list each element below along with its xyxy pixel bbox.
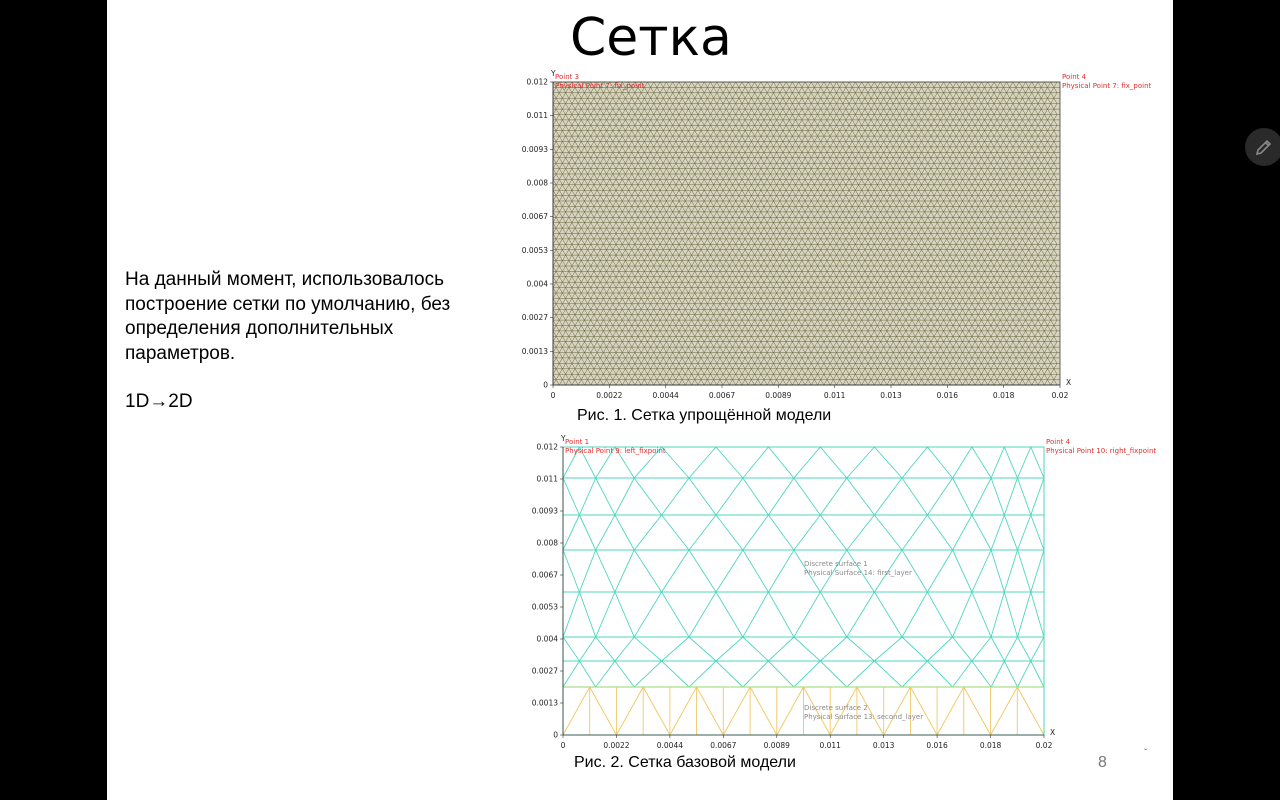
fig2-y-tick-label: 0.0067: [532, 571, 558, 580]
fig1-point-left-physical: Physical Point 7: fix_point: [555, 82, 645, 90]
fig2-y-tick-label: 0.008: [537, 539, 559, 548]
body-line-4: параметров.: [125, 342, 236, 364]
fig1-y-tick-label: 0.004: [527, 280, 549, 289]
fig1-y-tick-label: 0.0093: [522, 145, 548, 154]
fig2-x-tick-label: 0.0022: [603, 741, 629, 750]
fig2-y-tick-label: 0.0053: [532, 603, 558, 612]
fig1-point-right-label: Point 4: [1062, 73, 1087, 81]
fig2-x-tick-label: 0.011: [819, 741, 841, 750]
pen-tool-button[interactable]: [1245, 128, 1280, 166]
fig1-y-axis-title: Y: [550, 69, 556, 78]
slide-title: Сетка: [570, 8, 732, 68]
body-dimension-note: 1D→2D: [125, 391, 193, 412]
fig1-x-tick-label: 0.016: [937, 391, 959, 400]
slide-body-text: На данный момент, использовалось построе…: [125, 268, 505, 415]
page-number: 8: [1098, 754, 1107, 771]
fig2-x-tick-label: 0.016: [926, 741, 948, 750]
fig2-x-tick-label: 0.013: [873, 741, 895, 750]
fig2-point-right-physical: Physical Point 10: right_fixpoint: [1046, 447, 1156, 455]
fig2-point-right-label: Point 4: [1046, 438, 1071, 446]
fig2-y-axis-title: Y: [560, 434, 566, 443]
fig1-y-tick-label: 0: [543, 381, 548, 390]
fig2-surface1-label: Discrete surface 1: [804, 560, 868, 568]
fig2-x-tick-label: 0.0089: [764, 741, 790, 750]
pen-icon: [1255, 139, 1272, 156]
fig1-x-tick-label: 0.018: [993, 391, 1015, 400]
fig2-surface2-physical: Physical Surface 13: second_layer: [804, 713, 923, 721]
fig1-y-tick-label: 0.0067: [522, 212, 548, 221]
fig1-x-tick-label: 0.0022: [596, 391, 622, 400]
fig1-y-tick-label: 0.0027: [522, 313, 548, 322]
fig1-y-tick-label: 0.0053: [522, 246, 548, 255]
fig1-x-tick-label: 0.013: [880, 391, 902, 400]
fig2-y-tick-label: 0.012: [537, 443, 559, 452]
fig1-x-tick-label: 0: [551, 391, 556, 400]
fig1-y-tick-label: 0.0013: [522, 347, 548, 356]
fig2-x-tick-label: 0.0067: [710, 741, 736, 750]
fig1-x-axis-title: X: [1066, 378, 1071, 387]
fig2-y-tick-label: 0.011: [537, 475, 559, 484]
fig1-point-right-physical: Physical Point 7: fix_point: [1062, 82, 1152, 90]
fig2-x-tick-label: 0.0044: [657, 741, 683, 750]
fig2-x-tick-label: 0.018: [980, 741, 1002, 750]
fig1-y-tick-label: 0.012: [527, 78, 549, 87]
fig1-y-tick-label: 0.011: [527, 111, 549, 120]
body-line-3: определения дополнительных: [125, 318, 394, 339]
fig2-x-tick-label: 0.02: [1036, 741, 1053, 750]
corner-mark: ˇ: [1144, 748, 1148, 759]
figure-2-caption: Рис. 2. Сетка базовой модели: [574, 754, 796, 771]
fig2-y-tick-label: 0.0013: [532, 699, 558, 708]
fig2-x-axis-title: X: [1050, 728, 1055, 737]
figure-1-caption: Рис. 1. Сетка упрощённой модели: [577, 407, 832, 424]
body-line-1: На данный момент, использовалось: [125, 269, 444, 290]
fig2-surface1-physical: Physical Surface 14: first_layer: [804, 569, 912, 577]
fig1-x-tick-label: 0.0044: [653, 391, 679, 400]
fig2-y-tick-label: 0.0093: [532, 507, 558, 516]
fig1-x-tick-label: 0.011: [824, 391, 846, 400]
fig1-x-tick-label: 0.02: [1052, 391, 1069, 400]
fig2-y-tick-label: 0.004: [537, 635, 559, 644]
fig1-point-left-label: Point 3: [555, 73, 579, 81]
fig2-y-tick-label: 0.0027: [532, 667, 558, 676]
fig1-x-tick-label: 0.0067: [709, 391, 735, 400]
body-line-2: построение сетки по умолчанию, без: [125, 293, 451, 315]
fig1-y-tick-label: 0.008: [527, 179, 549, 188]
fig1-x-tick-label: 0.0089: [765, 391, 791, 400]
fig2-y-tick-label: 0: [553, 731, 558, 740]
slide: Сетка На данный момент, использовалось п…: [107, 0, 1173, 800]
fig2-x-tick-label: 0: [561, 741, 566, 750]
fig2-point-left-label: Point 1: [565, 438, 589, 446]
fig2-surface2-label: Discrete surface 2: [804, 704, 868, 712]
fig2-point-left-physical: Physical Point 9: left_fixpoint: [565, 447, 666, 455]
figure-1-mesh: 0.012 0.011 0.0093 0.008 0.0067 0.0053 0.004 0.…: [522, 69, 1152, 400]
